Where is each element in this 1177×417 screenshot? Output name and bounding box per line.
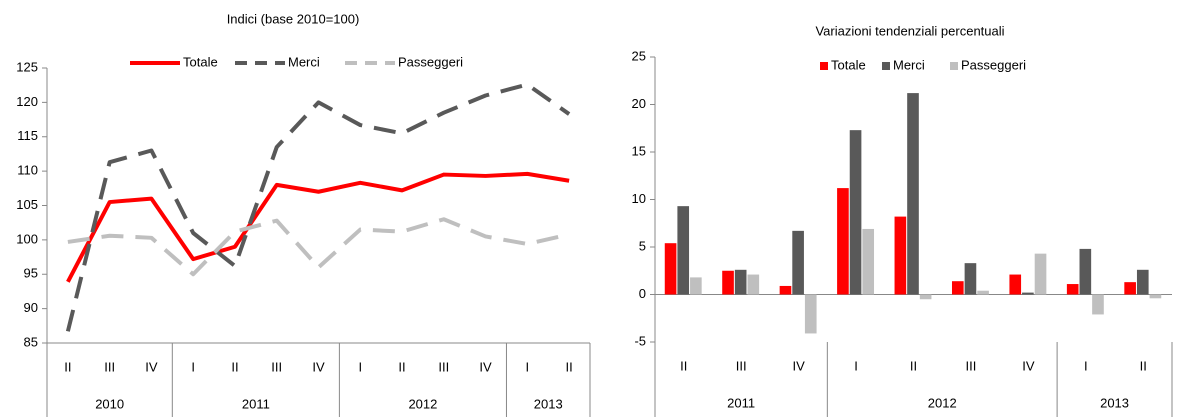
bar bbox=[792, 230, 804, 295]
x-tick-label: IV bbox=[479, 359, 492, 374]
series-line bbox=[66, 171, 570, 283]
x-tick-label: II bbox=[680, 358, 687, 373]
bar bbox=[779, 285, 792, 295]
bar bbox=[804, 294, 817, 334]
x-tick-label: II bbox=[64, 359, 71, 374]
y-tick-label: 115 bbox=[17, 128, 38, 143]
legend-label: Totale bbox=[183, 54, 218, 69]
bar bbox=[894, 216, 907, 295]
x-tick-label: I bbox=[854, 358, 858, 373]
bar bbox=[664, 243, 677, 295]
legend-swatch bbox=[820, 62, 828, 70]
y-tick-label: 25 bbox=[632, 48, 646, 63]
bar bbox=[1092, 294, 1104, 315]
x-tick-label: III bbox=[966, 358, 977, 373]
x-tick-label: II bbox=[910, 358, 917, 373]
legend-swatch bbox=[882, 62, 890, 70]
bar bbox=[1124, 282, 1136, 295]
y-tick-label: 15 bbox=[632, 143, 646, 158]
year-label: 2013 bbox=[534, 396, 563, 411]
y-tick-label: 0 bbox=[639, 286, 646, 301]
year-label: 2012 bbox=[408, 396, 437, 411]
x-tick-label: I bbox=[191, 359, 195, 374]
bar bbox=[964, 263, 977, 295]
bar bbox=[837, 188, 849, 295]
x-tick-label: II bbox=[1140, 358, 1147, 373]
series-line bbox=[65, 82, 571, 332]
x-tick-label: III bbox=[438, 359, 449, 374]
legend-label: Merci bbox=[893, 57, 925, 72]
x-tick-label: IV bbox=[145, 359, 158, 374]
y-tick-label: 20 bbox=[632, 96, 646, 111]
y-tick-label: -5 bbox=[634, 333, 646, 348]
year-label: 2011 bbox=[727, 395, 755, 410]
y-tick-label: 5 bbox=[639, 238, 646, 253]
y-tick-label: 95 bbox=[24, 266, 38, 281]
year-label: 2010 bbox=[95, 396, 124, 411]
y-tick-label: 110 bbox=[17, 163, 38, 178]
y-tick-label: 125 bbox=[16, 59, 38, 74]
x-tick-label: I bbox=[358, 359, 362, 374]
bar bbox=[1136, 269, 1149, 295]
bar bbox=[862, 228, 875, 295]
bar bbox=[1009, 274, 1022, 295]
year-label: 2013 bbox=[1100, 395, 1129, 410]
bar bbox=[734, 269, 747, 295]
x-tick-label: IV bbox=[1022, 358, 1035, 373]
legend-label: Passeggeri bbox=[961, 57, 1026, 72]
x-tick-label: III bbox=[736, 358, 747, 373]
x-tick-label: II bbox=[565, 359, 572, 374]
bar bbox=[1079, 248, 1092, 295]
bar bbox=[977, 290, 989, 295]
bar bbox=[1034, 253, 1047, 295]
series-line bbox=[67, 217, 570, 277]
bar bbox=[747, 274, 760, 295]
bar bbox=[907, 93, 919, 295]
legend-label: Passeggeri bbox=[398, 54, 463, 69]
y-tick-label: 105 bbox=[16, 197, 38, 212]
y-tick-label: 90 bbox=[24, 300, 38, 315]
legend-label: Totale bbox=[831, 57, 866, 72]
y-tick-label: 100 bbox=[16, 231, 38, 246]
chart-title: Indici (base 2010=100) bbox=[227, 11, 360, 26]
x-tick-label: III bbox=[104, 359, 115, 374]
bar bbox=[722, 270, 734, 295]
y-tick-label: 120 bbox=[16, 94, 38, 109]
x-tick-label: II bbox=[231, 359, 238, 374]
x-tick-label: I bbox=[1084, 358, 1088, 373]
legend-swatch bbox=[950, 62, 958, 70]
legend-label: Merci bbox=[288, 54, 320, 69]
bar bbox=[1066, 284, 1079, 295]
bar bbox=[919, 294, 932, 300]
bar bbox=[849, 130, 862, 295]
x-tick-label: III bbox=[271, 359, 282, 374]
year-label: 2012 bbox=[928, 395, 957, 410]
year-label: 2011 bbox=[242, 396, 270, 411]
x-tick-label: IV bbox=[792, 358, 805, 373]
y-tick-label: 10 bbox=[632, 191, 646, 206]
y-tick-label: 85 bbox=[24, 334, 38, 349]
bar bbox=[677, 206, 690, 295]
bar bbox=[951, 281, 964, 295]
chart-title: Variazioni tendenziali percentuali bbox=[815, 23, 1004, 38]
x-tick-label: II bbox=[398, 359, 405, 374]
bar bbox=[1149, 294, 1162, 299]
x-tick-label: IV bbox=[312, 359, 325, 374]
bar bbox=[690, 277, 702, 295]
bar bbox=[1022, 292, 1034, 295]
x-tick-label: I bbox=[526, 359, 530, 374]
